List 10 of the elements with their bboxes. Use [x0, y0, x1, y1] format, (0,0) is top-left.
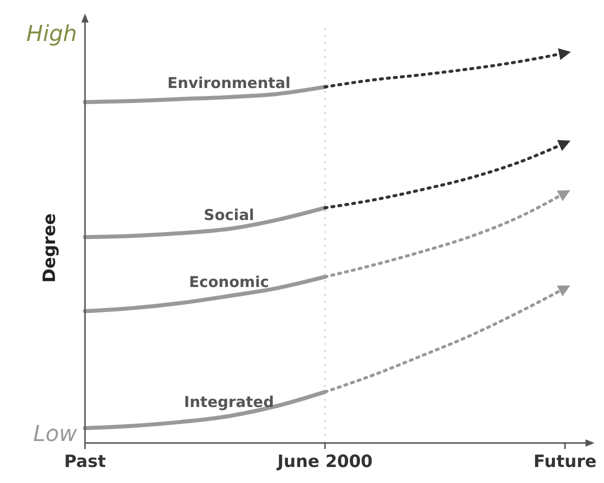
text: High	[26, 22, 77, 47]
y-axis-title: Degree	[40, 213, 60, 283]
series-label: Integrated	[184, 393, 274, 412]
x-tick-label: Past	[64, 452, 106, 472]
text: Low	[33, 422, 78, 447]
series-label: Social	[204, 206, 254, 224]
x-tick-label: June 2000	[276, 452, 373, 472]
x-tick-label: Future	[533, 452, 597, 472]
series-label: Economic	[188, 272, 270, 291]
series-label: Environmental	[167, 74, 291, 92]
